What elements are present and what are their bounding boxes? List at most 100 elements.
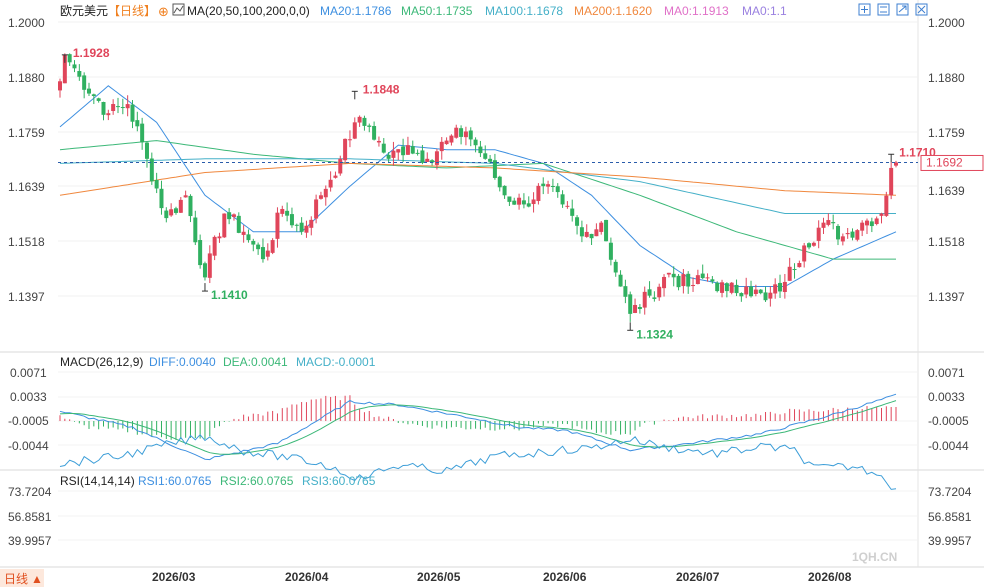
candle-body bbox=[705, 277, 710, 279]
candle-body bbox=[623, 286, 628, 297]
candle-body bbox=[459, 128, 464, 137]
x-tick-label: 2026/06 bbox=[543, 570, 587, 584]
candle-body bbox=[560, 194, 565, 205]
candle-body bbox=[879, 213, 884, 216]
candle-body bbox=[405, 145, 410, 155]
candle-body bbox=[188, 195, 193, 217]
ma20-line bbox=[59, 85, 897, 287]
x-tick-label: 2026/05 bbox=[417, 570, 461, 584]
candle-body bbox=[662, 276, 667, 289]
candle-body bbox=[850, 231, 855, 238]
price-tick-left: 1.1639 bbox=[8, 180, 45, 194]
candle-body bbox=[159, 188, 164, 209]
close-icon[interactable] bbox=[915, 3, 928, 16]
period-selector[interactable]: 【日线】 bbox=[108, 4, 156, 18]
period-button[interactable]: 日线 ▲ bbox=[0, 569, 44, 587]
candle-body bbox=[526, 203, 531, 207]
candle-body bbox=[362, 117, 367, 126]
candle-body bbox=[720, 282, 725, 293]
candle-body bbox=[608, 242, 613, 260]
candle-body bbox=[889, 167, 894, 196]
candle-body bbox=[521, 200, 526, 205]
price-tick-right: 1.1518 bbox=[928, 235, 965, 249]
macd-hist-value: MACD:-0.0001 bbox=[296, 355, 376, 369]
candle-body bbox=[372, 126, 377, 140]
candle-body bbox=[101, 102, 106, 115]
candle-body bbox=[575, 217, 580, 226]
candle-body bbox=[285, 210, 290, 216]
candle-body bbox=[280, 208, 285, 214]
candle-body bbox=[343, 138, 348, 161]
rsi-tick-left: 56.8581 bbox=[8, 510, 52, 524]
rsi-title: RSI(14,14,14) bbox=[60, 474, 135, 488]
price-tick-left: 1.1880 bbox=[8, 71, 45, 85]
candle-body bbox=[468, 130, 473, 140]
candle-body bbox=[845, 233, 850, 235]
candle-body bbox=[628, 294, 633, 314]
candle-body bbox=[517, 197, 522, 205]
candle-body bbox=[91, 94, 96, 97]
macd-tick-right: 0.0071 bbox=[928, 366, 965, 380]
pair-title: 欧元美元 bbox=[60, 4, 108, 18]
candle-body bbox=[512, 200, 517, 205]
rsi1-value: RSI1:60.0765 bbox=[138, 474, 212, 488]
candle-body bbox=[396, 149, 401, 153]
candle-body bbox=[686, 273, 691, 287]
settings-icon[interactable] bbox=[877, 3, 890, 16]
candle-body bbox=[855, 230, 860, 240]
candle-body bbox=[415, 152, 420, 154]
candle-body bbox=[401, 146, 406, 156]
indicator-add-icon[interactable] bbox=[858, 3, 871, 16]
candle-body bbox=[884, 195, 889, 216]
candle-body bbox=[507, 196, 512, 202]
candle-body bbox=[666, 272, 671, 275]
candle-body bbox=[763, 292, 768, 301]
candle-body bbox=[613, 261, 618, 273]
candle-body bbox=[860, 222, 865, 231]
period-button-label: 日线 bbox=[4, 572, 28, 586]
macd-panel bbox=[59, 393, 897, 461]
ma100-value: MA100:1.1678 bbox=[485, 4, 563, 18]
candle-body bbox=[555, 186, 560, 193]
candle-body bbox=[782, 281, 787, 293]
candle-body bbox=[222, 213, 227, 238]
candle-body bbox=[604, 219, 609, 242]
candle-body bbox=[367, 125, 372, 127]
candle-body bbox=[357, 116, 362, 123]
candle-body bbox=[58, 81, 62, 91]
candle-body bbox=[463, 131, 468, 138]
rsi-tick-left: 39.9957 bbox=[8, 534, 52, 548]
candle-body bbox=[178, 199, 183, 213]
candle-body bbox=[478, 146, 483, 154]
price-tick-left: 1.1518 bbox=[8, 235, 45, 249]
expand-icon[interactable] bbox=[896, 3, 909, 16]
candle-body bbox=[420, 150, 425, 163]
candle-body bbox=[473, 139, 478, 146]
candle-body bbox=[724, 283, 729, 292]
price-tick-right: 1.1639 bbox=[928, 184, 965, 198]
caret-up-icon: ▲ bbox=[31, 572, 43, 586]
candle-body bbox=[681, 274, 686, 287]
candle-body bbox=[111, 104, 116, 111]
candle-body bbox=[550, 186, 555, 188]
candle-body bbox=[739, 293, 744, 297]
add-indicator-icon[interactable]: ⊕ bbox=[158, 4, 169, 19]
candle-body bbox=[710, 279, 715, 282]
candle-body bbox=[323, 188, 328, 198]
ma-settings-icon[interactable] bbox=[172, 3, 185, 16]
candle-body bbox=[86, 88, 91, 94]
candle-body bbox=[328, 179, 333, 188]
candle-body bbox=[541, 183, 546, 187]
rsi-tick-right: 56.8581 bbox=[928, 510, 972, 524]
x-tick-label: 2026/08 bbox=[808, 570, 852, 584]
candle-body bbox=[618, 274, 623, 287]
candle-body bbox=[154, 179, 159, 189]
candle-body bbox=[599, 222, 604, 232]
candle-body bbox=[836, 225, 841, 240]
ma200-line bbox=[59, 162, 897, 196]
ma0-alt-value: MA0:1.1 bbox=[742, 4, 787, 18]
candle-body bbox=[294, 224, 299, 226]
x-tick-label: 2026/03 bbox=[152, 570, 196, 584]
price-tick-left: 1.2000 bbox=[8, 16, 45, 30]
candle-body bbox=[207, 253, 212, 278]
